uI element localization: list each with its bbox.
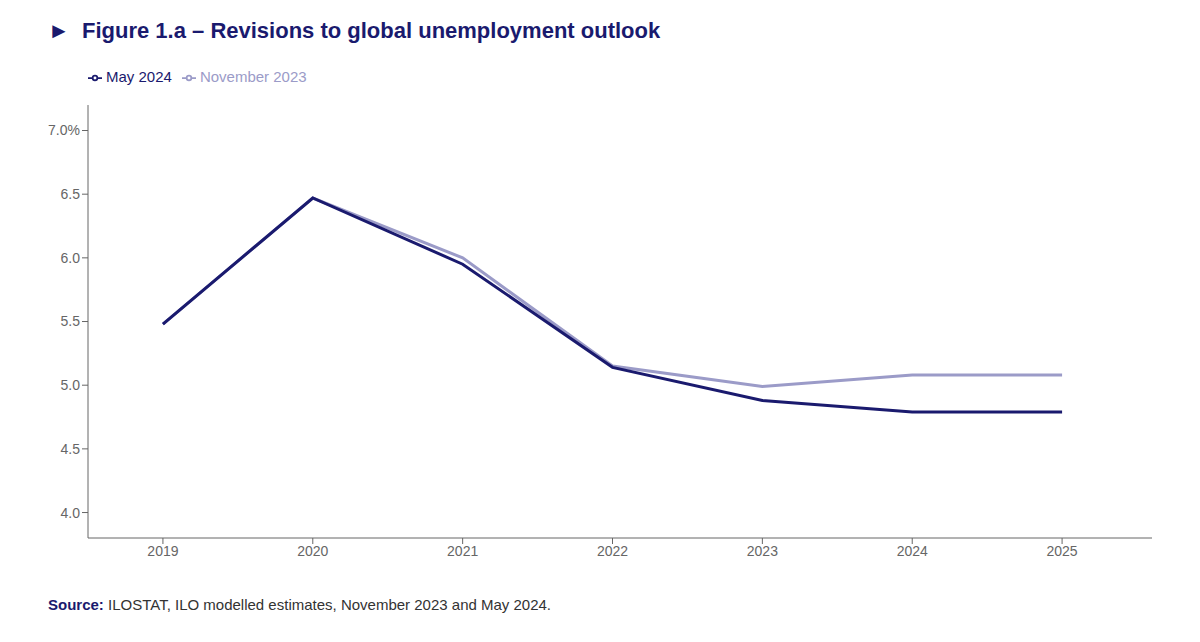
html-text:Source: ILOSTAT, ILO modelled: Source: ILOSTAT, ILO modelled estimates,… xyxy=(48,596,551,613)
svg-text:2019: 2019 xyxy=(147,543,178,559)
svg-text:7.0%: 7.0% xyxy=(48,122,80,138)
html-text:November 2023: November 2023 xyxy=(199,68,307,85)
svg-text:5.5: 5.5 xyxy=(61,313,81,329)
html-text:May 2024: May 2024 xyxy=(106,68,172,85)
svg-text:2025: 2025 xyxy=(1047,543,1078,559)
svg-text:4.0: 4.0 xyxy=(61,505,81,521)
svg-text:6.0: 6.0 xyxy=(61,250,81,266)
html-text:► Figure 1.a – Revisions to gl: ► Figure 1.a – Revisions to global unemp… xyxy=(48,18,661,43)
svg-text:2022: 2022 xyxy=(597,543,628,559)
svg-text:6.5: 6.5 xyxy=(61,186,81,202)
svg-text:2021: 2021 xyxy=(447,543,478,559)
svg-text:2023: 2023 xyxy=(747,543,778,559)
svg-text:2024: 2024 xyxy=(897,543,928,559)
svg-text:4.5: 4.5 xyxy=(61,441,81,457)
svg-text:5.0: 5.0 xyxy=(61,377,81,393)
svg-text:2020: 2020 xyxy=(297,543,328,559)
